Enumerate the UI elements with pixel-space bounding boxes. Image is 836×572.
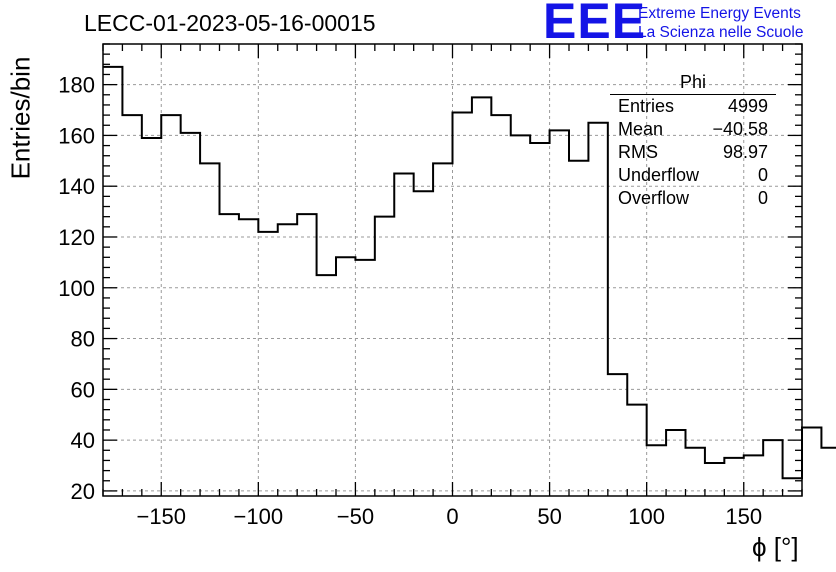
y-tick-label: 40 <box>71 428 95 453</box>
logo-line-1: Extreme Energy Events <box>638 5 801 22</box>
y-tick-label: 20 <box>71 479 95 504</box>
x-tick-label: −100 <box>234 504 284 529</box>
x-tick-label: −150 <box>136 504 186 529</box>
x-tick-label: −50 <box>337 504 374 529</box>
x-tick-label: 0 <box>446 504 458 529</box>
stats-box: Phi Entries 4999 Mean −40.58 RMS 98.97 U… <box>610 72 776 210</box>
stats-value: 0 <box>757 188 768 208</box>
stats-label: Entries <box>618 96 675 116</box>
chart-title: LECC-01-2023-05-16-00015 <box>84 10 376 36</box>
y-tick-label: 100 <box>58 276 95 301</box>
stats-row-rms: RMS 98.97 <box>610 141 776 164</box>
stats-value: 0 <box>757 165 768 185</box>
y-tick-label: 120 <box>58 225 95 250</box>
stats-label: Mean <box>618 119 664 139</box>
stats-label: Underflow <box>618 165 700 185</box>
y-tick-label: 140 <box>58 174 95 199</box>
stats-label: Overflow <box>618 188 690 208</box>
tick-labels: 20 40 60 80 100 120 140 160 180 −150 −100 −50 0 50 100… <box>58 73 762 529</box>
x-tick-label: 50 <box>537 504 561 529</box>
eee-logo: EEE <box>543 0 647 49</box>
histogram-line <box>103 65 836 480</box>
x-tick-label: 150 <box>725 504 762 529</box>
stats-value: 4999 <box>727 96 768 116</box>
y-tick-label: 60 <box>71 377 95 402</box>
axes <box>102 43 803 497</box>
y-tick-label: 160 <box>58 123 95 148</box>
x-axis-label: ϕ [°] <box>752 532 799 562</box>
stats-label: RMS <box>618 142 658 162</box>
stats-row-mean: Mean −40.58 <box>610 118 776 141</box>
logo-line-2: La Scienza nelle Scuole <box>638 24 804 41</box>
x-tick-label: 100 <box>628 504 665 529</box>
stats-title: Phi <box>610 72 776 95</box>
y-tick-label: 80 <box>71 327 95 352</box>
y-axis-label: Entries/bin <box>5 56 36 180</box>
stats-row-overflow: Overflow 0 <box>610 187 776 210</box>
stats-row-entries: Entries 4999 <box>610 95 776 118</box>
histogram-series <box>103 65 836 480</box>
y-tick-label: 180 <box>58 73 95 98</box>
logo-caption: Extreme Energy Events La Scienza nelle S… <box>638 4 803 42</box>
stats-value: −40.58 <box>712 119 768 139</box>
stats-value: 98.97 <box>722 142 768 162</box>
stats-row-underflow: Underflow 0 <box>610 164 776 187</box>
